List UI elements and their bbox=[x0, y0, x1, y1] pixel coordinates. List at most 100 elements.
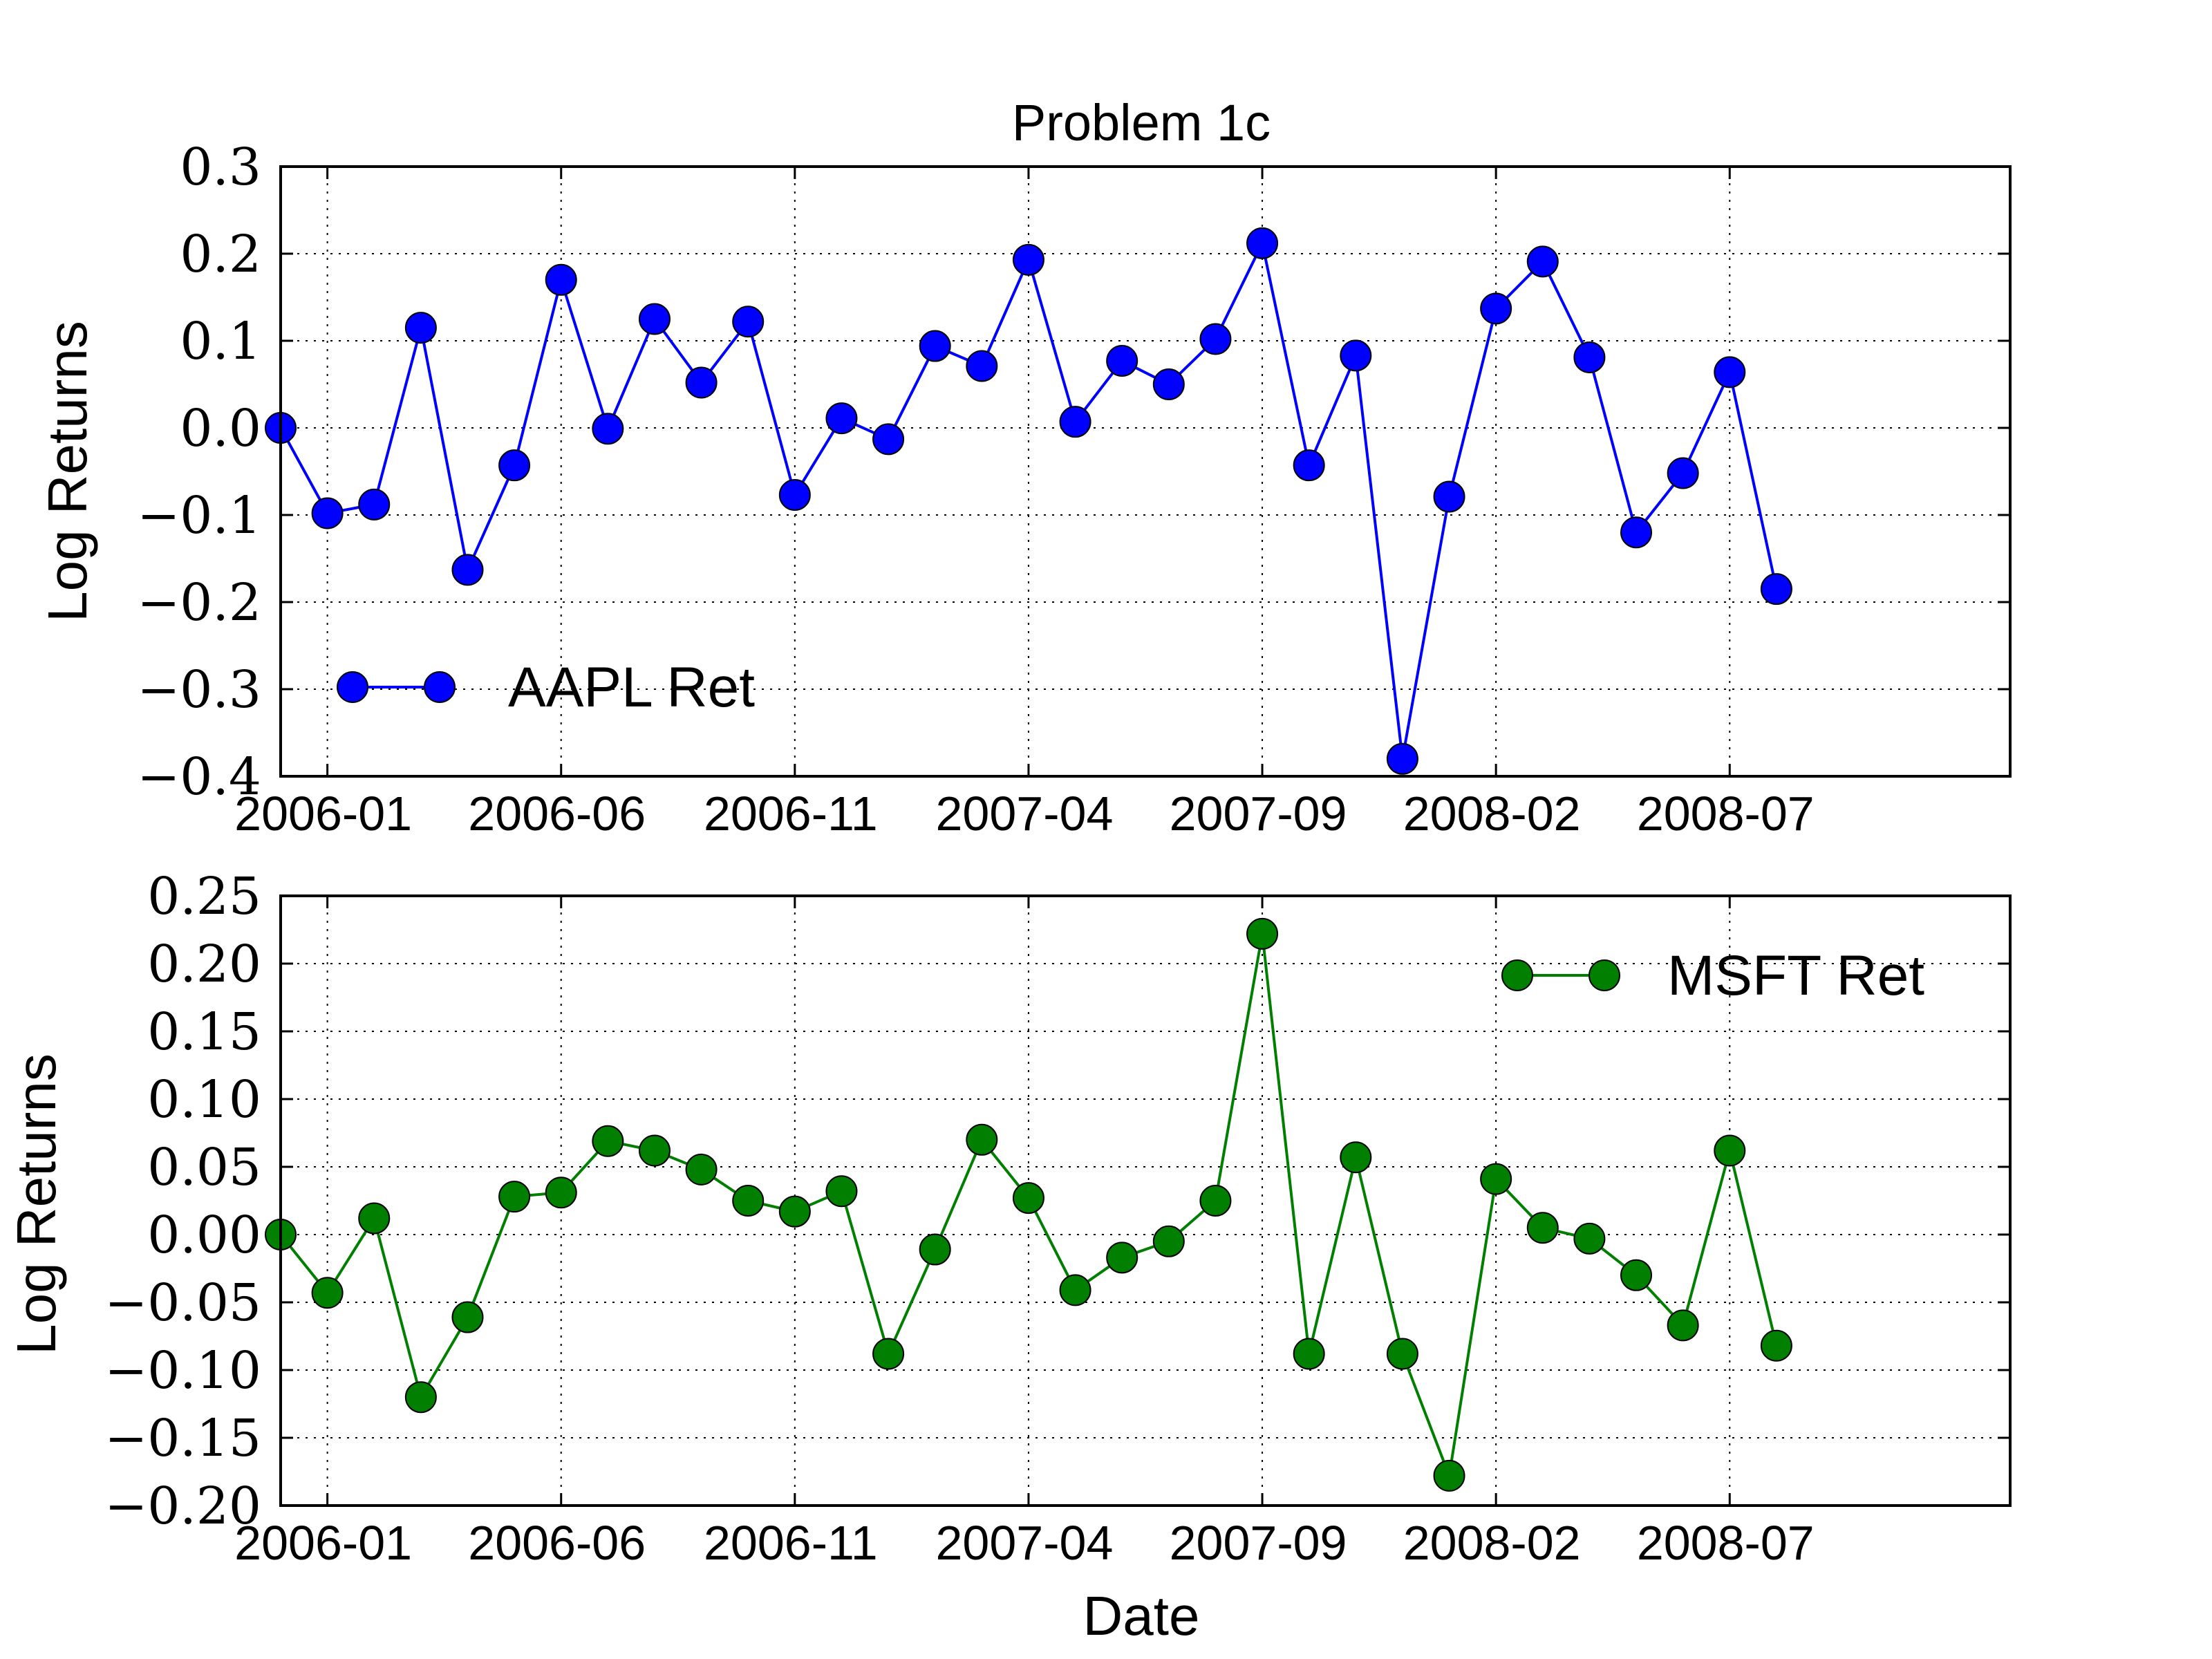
chart-title: Problem 1c bbox=[1012, 94, 1271, 151]
data-point bbox=[919, 1233, 951, 1266]
data-point bbox=[1480, 292, 1512, 325]
plot-frame bbox=[279, 165, 2012, 778]
y-tick-label: 0.25 bbox=[147, 867, 261, 926]
y-tick-label: 0.1 bbox=[180, 312, 261, 371]
x-tick-label: 2008-07 bbox=[1637, 1516, 1815, 1570]
data-point bbox=[1199, 323, 1232, 355]
y-tick-label: 0.05 bbox=[147, 1138, 261, 1197]
legend-marker bbox=[1501, 959, 1533, 991]
data-point bbox=[311, 1277, 344, 1309]
y-tick-label: −0.2 bbox=[137, 573, 261, 632]
data-point bbox=[1340, 1141, 1372, 1174]
data-point bbox=[1526, 1212, 1559, 1244]
data-point bbox=[685, 1153, 718, 1185]
data-point bbox=[966, 1123, 998, 1156]
data-point bbox=[311, 497, 344, 529]
y-tick-label: 0.10 bbox=[147, 1070, 261, 1130]
y-tick-label: −0.05 bbox=[104, 1273, 261, 1333]
y-tick-label: 0.2 bbox=[180, 225, 261, 284]
plot-frame bbox=[279, 894, 2012, 1507]
x-tick-label: 2007-04 bbox=[935, 787, 1113, 841]
y-tick-label: −0.1 bbox=[137, 486, 261, 545]
data-point bbox=[1106, 1241, 1138, 1274]
data-point bbox=[638, 303, 671, 335]
y-tick-label: −0.15 bbox=[104, 1409, 261, 1468]
x-tick-label: 2008-02 bbox=[1403, 787, 1581, 841]
data-point bbox=[1059, 1274, 1091, 1306]
data-point bbox=[732, 1185, 765, 1217]
x-tick-label: 2008-07 bbox=[1637, 787, 1815, 841]
data-point bbox=[545, 1177, 577, 1209]
y-tick-label: 0.0 bbox=[180, 399, 261, 458]
y-tick-label: −0.20 bbox=[104, 1477, 261, 1536]
data-point bbox=[732, 306, 765, 338]
data-point bbox=[1012, 243, 1044, 276]
data-point bbox=[1293, 449, 1325, 482]
legend-marker bbox=[1588, 959, 1620, 991]
data-point bbox=[1433, 1459, 1465, 1492]
legend-marker bbox=[337, 671, 368, 703]
data-point bbox=[1714, 1134, 1746, 1167]
data-point bbox=[1152, 368, 1185, 400]
data-point bbox=[1012, 1182, 1044, 1215]
y-tick-label: 0.15 bbox=[147, 1002, 261, 1062]
data-point bbox=[1293, 1338, 1325, 1370]
data-point bbox=[685, 366, 718, 399]
data-point bbox=[404, 312, 437, 344]
y-tick-label: 0.20 bbox=[147, 935, 261, 994]
msft-returns-panel: 0.25 0.20 0.15 0.10 0.05 0.00 −0.05 −0.10 −0.15 −… bbox=[6, 867, 2012, 1570]
data-point bbox=[1246, 917, 1279, 950]
data-point bbox=[404, 1381, 437, 1414]
x-tick-label: 2006-01 bbox=[234, 1516, 412, 1570]
data-point bbox=[358, 1202, 391, 1235]
data-point bbox=[1059, 406, 1091, 438]
data-point bbox=[498, 449, 531, 482]
data-point bbox=[1667, 457, 1699, 489]
data-point bbox=[1152, 1225, 1185, 1257]
x-tick-label: 2006-11 bbox=[704, 1516, 878, 1570]
data-point bbox=[1573, 1222, 1606, 1255]
data-point bbox=[1480, 1163, 1512, 1195]
y-tick-label: −0.4 bbox=[137, 747, 261, 807]
data-point bbox=[1433, 480, 1465, 513]
x-tick-label: 2006-01 bbox=[234, 787, 412, 841]
x-tick-label: 2007-09 bbox=[1170, 1516, 1347, 1570]
y-axis-label: Log Returns bbox=[37, 321, 98, 622]
data-point bbox=[872, 1338, 905, 1370]
x-tick-label: 2008-02 bbox=[1403, 1516, 1581, 1570]
data-point bbox=[919, 330, 951, 362]
y-axis-label: Log Returns bbox=[6, 1053, 67, 1355]
data-point bbox=[1760, 1329, 1792, 1362]
x-tick-label: 2007-04 bbox=[935, 1516, 1113, 1570]
data-point bbox=[1714, 356, 1746, 388]
y-tick-label: −0.10 bbox=[104, 1341, 261, 1400]
data-point bbox=[451, 1301, 484, 1333]
x-tick-label: 2006-06 bbox=[468, 1516, 646, 1570]
data-point bbox=[825, 402, 858, 435]
y-tick-label: 0.3 bbox=[180, 138, 261, 197]
data-point bbox=[778, 479, 811, 512]
data-point bbox=[1526, 245, 1559, 278]
y-tick-label: 0.00 bbox=[147, 1206, 261, 1265]
data-point bbox=[966, 350, 998, 382]
x-tick-label: 2006-06 bbox=[468, 787, 646, 841]
data-point bbox=[358, 488, 391, 521]
data-point bbox=[592, 1125, 624, 1157]
data-point bbox=[592, 413, 624, 445]
data-point bbox=[1667, 1309, 1699, 1342]
data-point bbox=[1620, 1259, 1653, 1291]
legend-label: AAPL Ret bbox=[508, 656, 755, 719]
data-point bbox=[545, 263, 577, 296]
x-tick-label: 2006-11 bbox=[704, 787, 878, 841]
data-point bbox=[498, 1181, 531, 1213]
legend-marker bbox=[424, 671, 456, 703]
data-point bbox=[1386, 742, 1418, 775]
data-point bbox=[1573, 341, 1606, 373]
y-tick-label: −0.3 bbox=[137, 660, 261, 720]
data-point bbox=[1246, 227, 1279, 259]
data-point bbox=[638, 1134, 671, 1167]
x-tick-label: 2007-09 bbox=[1170, 787, 1347, 841]
legend-label: MSFT Ret bbox=[1667, 944, 1924, 1007]
